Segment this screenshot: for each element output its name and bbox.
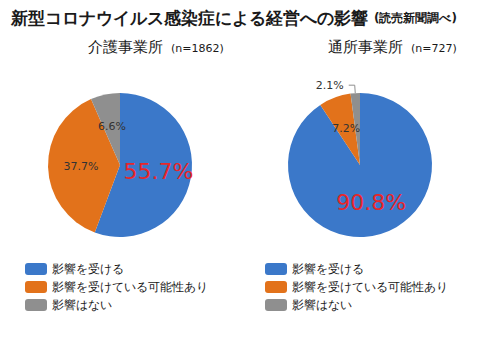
svg-text:影響を受けている可能性あり: 影響を受けている可能性あり: [292, 280, 448, 294]
svg-text:37.7%: 37.7%: [64, 160, 99, 173]
svg-text:影響はない: 影響はない: [52, 298, 112, 312]
svg-text:7.2%: 7.2%: [332, 122, 360, 135]
svg-text:(n=1862): (n=1862): [171, 42, 224, 55]
svg-text:2.1%: 2.1%: [316, 79, 344, 92]
svg-text:影響を受ける: 影響を受ける: [292, 262, 364, 276]
svg-text:影響はない: 影響はない: [292, 298, 352, 312]
svg-text:影響を受けている可能性あり: 影響を受けている可能性あり: [52, 280, 208, 294]
svg-text:新型コロナウイルス感染症による経営への影響: 新型コロナウイルス感染症による経営への影響: [10, 8, 374, 28]
svg-text:(読売新聞調べ): (読売新聞調べ): [374, 11, 457, 25]
svg-text:影響を受ける: 影響を受ける: [52, 262, 124, 276]
svg-text:90.8%: 90.8%: [336, 190, 406, 215]
svg-text:6.6%: 6.6%: [98, 120, 126, 133]
svg-text:通所事業所: 通所事業所: [328, 38, 403, 56]
svg-text:(n=727): (n=727): [411, 42, 457, 55]
svg-text:55.7%: 55.7%: [123, 159, 193, 184]
svg-text:介護事業所: 介護事業所: [88, 38, 163, 56]
